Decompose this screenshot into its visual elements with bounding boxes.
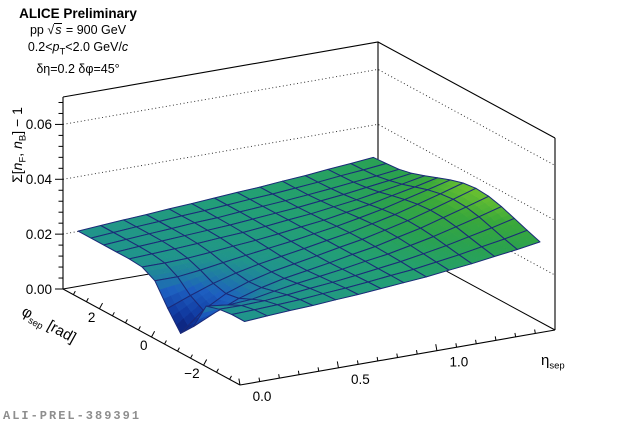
z-title-post: ] − 1 <box>9 107 25 135</box>
surface-cell <box>187 251 224 271</box>
surface-cell <box>274 206 312 221</box>
surface-cell <box>237 287 276 300</box>
surface-cell <box>348 223 386 240</box>
tick-label: −2 <box>184 366 199 381</box>
tick-label: 0.02 <box>26 227 52 242</box>
z-title-nF: n <box>9 162 25 171</box>
speed-of-light-symbol: c <box>121 40 129 54</box>
z-title-comma: , <box>9 148 25 157</box>
surface-cell <box>255 233 292 249</box>
annotation-window-widths: δη=0.2 δφ=45° <box>36 61 120 76</box>
surface-cell <box>252 212 290 227</box>
surface-cell <box>290 233 328 250</box>
surface-cell <box>193 217 231 231</box>
surface-cell <box>378 183 416 197</box>
surface-cell <box>141 262 179 282</box>
x-axis: 0.0 0.5 1.0 <box>238 329 556 404</box>
surface-cell <box>177 269 214 297</box>
tick-label: 1.0 <box>450 355 469 370</box>
surface-cell <box>420 217 457 238</box>
surface-cell <box>199 262 237 284</box>
pt-subscript: T <box>59 46 66 58</box>
annotation-alice-preliminary: ALICE Preliminary <box>19 6 137 21</box>
tick-label: 0.0 <box>253 389 272 404</box>
surface-cell <box>401 175 439 188</box>
energy-value: = 900 GeV <box>62 23 127 37</box>
surface-cell <box>426 179 464 195</box>
z-title-pre: Σ[ <box>9 170 25 183</box>
pt-symbol: p <box>52 40 60 54</box>
sqrt-s-symbol: s <box>54 23 63 37</box>
surface-cell <box>407 209 444 229</box>
z-title-nB: n <box>9 141 25 149</box>
z-axis: 0.00 0.02 0.04 0.06 <box>26 96 64 297</box>
box-frame-top <box>62 41 556 139</box>
surface-cell <box>397 227 434 246</box>
tick-label: 0.04 <box>26 172 53 187</box>
watermark-figure-id: ALI-PREL-389391 <box>3 409 142 423</box>
surface-cell <box>468 227 505 248</box>
tick-label: 2 <box>88 310 96 325</box>
axes-frame: 0.00 0.02 0.04 0.06 2 0 −2 0.0 0.5 1.0 <box>26 96 556 404</box>
surface-cell <box>429 198 467 219</box>
surface-cell <box>435 254 473 271</box>
surface-cell <box>384 220 422 238</box>
plot-annotations: ALICE Preliminary pp √s = 900 GeV 0.2<pT… <box>2 5 154 78</box>
surface-cell <box>248 271 285 289</box>
sqrt-icon: √ <box>47 23 55 37</box>
annotation-pt-range: 0.2<pT<2.0 GeV/c <box>2 39 154 61</box>
z-title-nB-sub: B <box>17 134 29 142</box>
surface-cell <box>286 287 324 301</box>
pt-upper: <2.0 GeV/ <box>65 40 122 54</box>
tick-label: 0.5 <box>351 372 370 387</box>
surface-cell <box>284 194 322 208</box>
surface-cell <box>354 268 392 283</box>
surface-cell <box>387 245 424 263</box>
surface-cell <box>226 198 264 213</box>
surface-cell <box>307 188 345 202</box>
surface-cell <box>365 180 403 193</box>
tick-label: 0 <box>140 338 148 353</box>
z-title-nF-sub: F <box>17 156 29 163</box>
y-axis: 2 0 −2 <box>62 288 241 386</box>
surface-cell <box>206 224 244 239</box>
z-axis-title: Σ[nF, nB] − 1 <box>9 87 29 203</box>
surface-cell <box>262 200 299 214</box>
x-axis-title: ηsep <box>541 352 565 372</box>
surface-cell <box>231 309 269 322</box>
annotation-collision-energy: pp √s = 900 GeV <box>2 22 154 39</box>
surface-cell <box>189 282 227 311</box>
surface-mesh <box>77 156 541 334</box>
surface-cell <box>481 238 518 257</box>
energy-prefix: pp <box>29 23 48 37</box>
surface-cell <box>400 253 437 270</box>
tick-label: 0.00 <box>26 282 52 297</box>
pt-lower: 0.2< <box>27 40 53 54</box>
tick-label: 0.06 <box>26 117 52 132</box>
eta-subscript: sep <box>549 360 565 372</box>
eta-symbol: η <box>541 352 550 369</box>
